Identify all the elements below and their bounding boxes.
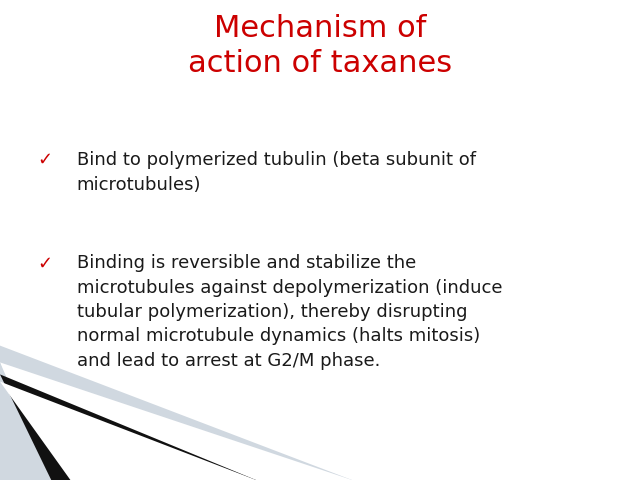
Polygon shape (0, 374, 256, 480)
Text: ✓: ✓ (37, 254, 52, 273)
Text: Mechanism of
action of taxanes: Mechanism of action of taxanes (188, 14, 452, 78)
Polygon shape (0, 362, 352, 480)
Text: ✓: ✓ (37, 151, 52, 169)
Polygon shape (0, 382, 256, 480)
Text: Binding is reversible and stabilize the
microtubules against depolymerization (i: Binding is reversible and stabilize the … (77, 254, 502, 370)
Polygon shape (0, 346, 352, 480)
Text: Bind to polymerized tubulin (beta subunit of
microtubules): Bind to polymerized tubulin (beta subuni… (77, 151, 476, 193)
Polygon shape (0, 362, 51, 480)
